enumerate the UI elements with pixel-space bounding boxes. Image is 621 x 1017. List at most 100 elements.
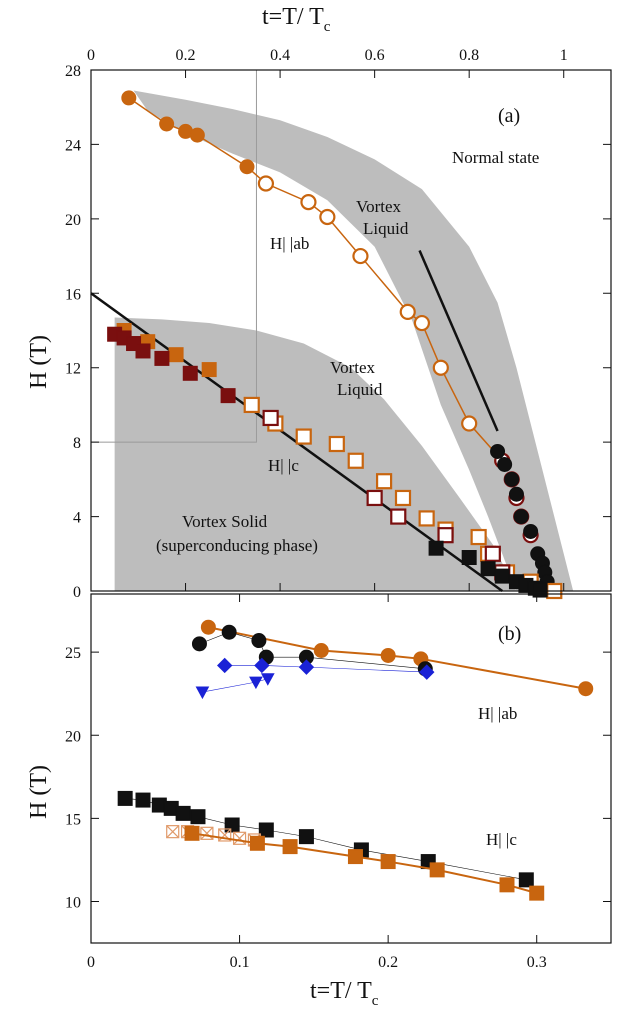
data-point-ab-orange: [413, 314, 431, 332]
panel-b-x-tick-label: 0: [87, 954, 95, 971]
panel-b-frame: [90, 593, 612, 944]
panel-b-y-tick-label: 25: [65, 645, 81, 662]
data-point-ab-blue-triangle: [249, 676, 263, 690]
data-point-ab-blue-triangle: [195, 686, 210, 700]
panel-a-label: (a): [498, 105, 520, 127]
panel-b-h-parallel-c-label: H| |c: [486, 830, 517, 849]
normal-state-label: Normal state: [452, 148, 539, 167]
panel-b-y-tick-label: 10: [65, 894, 81, 911]
panel-a-top-x-tick-label: 1: [560, 47, 568, 64]
series-c-black: [428, 540, 548, 598]
data-point-ab-blue-diamond: [419, 664, 435, 680]
vortex-solid-label-line1: Vortex Solid: [182, 512, 268, 531]
panel-a-top-x-tick-label: 0.6: [365, 47, 385, 64]
panel-b-y-axis-title: H (T): [26, 765, 52, 819]
data-point-ab-orange: [189, 127, 205, 143]
panel-a-y-tick-label: 12: [65, 361, 81, 378]
data-point-c-black: [494, 568, 510, 584]
data-point-c-darkred: [220, 388, 236, 404]
data-point-ab-black: [513, 509, 529, 525]
panel-b-ticks: 10 15 20 25 0 0.1 0.2 0.3: [65, 594, 611, 971]
panel-a: 0 4 8 12 16 20 24 28 0 0.2 0.4 0.6 0.8 1 (a) Normal s…: [26, 4, 612, 601]
data-point-ab-orange: [319, 208, 336, 226]
data-point-ab-blue-diamond: [217, 657, 233, 674]
panel-b-y-tick-label: 20: [65, 728, 81, 745]
data-point-c-orange: [249, 835, 265, 851]
data-point-c-darkred: [135, 343, 151, 359]
panel-a-y-tick-label: 0: [73, 584, 81, 601]
data-point-c-orange: [499, 877, 515, 893]
series-ab-blue-triangle: [195, 673, 275, 700]
series-ab-orange: [200, 619, 594, 697]
data-point-c-cross: [232, 831, 247, 845]
data-point-c-black: [518, 872, 534, 888]
vortex-solid-label-line2: (superconducing phase): [156, 536, 318, 555]
data-point-c-orange: [328, 435, 345, 453]
data-point-c-orange: [529, 885, 545, 901]
data-point-c-orange: [347, 452, 364, 469]
ab-black-line: [418, 249, 499, 432]
data-point-c-orange: [380, 854, 396, 870]
vortex-liquid-c-label-line2: Liquid: [337, 380, 383, 399]
data-point-c-orange: [375, 473, 393, 490]
series-c-black: [117, 790, 534, 888]
panel-b-x-axis-title: t=T/ Tc: [310, 978, 379, 1009]
data-point-ab-orange: [313, 643, 329, 659]
data-point-ab-black: [497, 456, 513, 472]
panel-a-y-tick-label: 20: [65, 212, 81, 229]
shaded-region-c: [114, 317, 517, 591]
data-point-ab-orange: [239, 159, 255, 175]
data-point-c-darkred: [154, 350, 170, 366]
data-point-ab-orange: [159, 116, 175, 132]
data-point-c-cross: [200, 826, 214, 840]
series-c-orange: [184, 825, 545, 901]
panel-a-y-tick-label: 24: [65, 137, 81, 154]
series-ab-blue-diamond: [217, 657, 435, 680]
panel-a-top-x-axis-title: t=T/ Tc: [262, 4, 331, 35]
data-point-c-cross: [166, 825, 180, 839]
data-point-c-orange: [429, 862, 445, 878]
panel-b: 10 15 20 25 0 0.1 0.2 0.3 (b) H| |ab H| |c H (T…: [26, 593, 612, 1009]
data-point-c-black: [175, 805, 191, 821]
data-point-c-cross: [218, 828, 232, 842]
data-point-ab-black: [504, 471, 520, 487]
data-point-ab-blue-diamond: [298, 659, 315, 675]
data-point-c-orange: [394, 489, 412, 507]
top-x-title-subscript: c: [324, 19, 331, 35]
data-point-c-black: [224, 817, 240, 833]
data-point-c-black: [190, 809, 206, 825]
data-point-ab-black: [251, 633, 267, 649]
vortex-liquid-ab-label-line2: Liquid: [363, 219, 409, 238]
data-point-c-orange: [470, 528, 487, 546]
series-line-ab-blue-diamond: [224, 665, 427, 673]
data-point-ab-orange: [399, 303, 416, 320]
data-point-c-orange: [168, 347, 184, 363]
data-point-ab-black: [191, 636, 207, 652]
data-point-c-orange: [282, 839, 298, 855]
vortex-liquid-c-label-line1: Vortex: [330, 358, 376, 377]
data-point-ab-orange: [578, 681, 594, 697]
panel-b-x-tick-label: 0.2: [378, 954, 398, 971]
panel-a-y-tick-label: 4: [73, 510, 81, 527]
data-point-c-darkred: [484, 545, 501, 562]
data-point-ab-black: [523, 523, 539, 539]
panel-a-frame: [90, 69, 612, 592]
panel-a-ticks: 0 4 8 12 16 20 24 28 0 0.2 0.4 0.6 0.8 1: [65, 47, 611, 601]
panel-a-y-tick-label: 16: [65, 286, 81, 303]
panel-a-data-series: [107, 90, 563, 600]
panel-b-data-series: [117, 619, 594, 901]
data-point-ab-orange: [200, 619, 216, 635]
data-point-c-black: [461, 550, 477, 566]
data-point-c-darkred: [182, 365, 198, 381]
data-point-c-orange: [201, 362, 217, 378]
data-point-ab-orange: [352, 247, 369, 265]
data-point-c-black: [258, 822, 274, 838]
bottom-x-title-subscript: c: [372, 993, 379, 1009]
data-point-c-orange: [347, 849, 363, 865]
data-point-ab-black: [221, 624, 237, 640]
panel-a-y-tick-label: 28: [65, 63, 81, 80]
panel-a-top-x-tick-label: 0.4: [270, 47, 290, 64]
bottom-x-title-main: t=T/ T: [310, 978, 372, 1004]
data-point-c-orange: [184, 825, 200, 841]
